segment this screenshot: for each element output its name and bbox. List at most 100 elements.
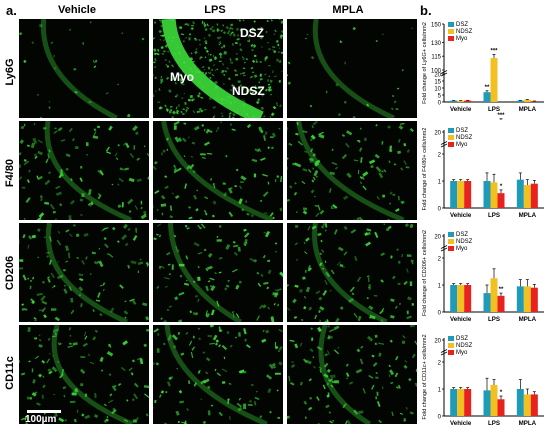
x-tick-label-mpla: MPLA [519,420,537,427]
bar-dsz-mpla [517,286,524,312]
bar-ndsz-lps [491,385,498,416]
x-tick-label-lps: LPS [488,420,500,427]
bar-dsz-mpla [517,180,524,208]
column-header-mpla: MPLA [283,4,413,16]
bar-dsz-vehicle [450,389,457,416]
micrograph-ly6g-mpla [287,19,417,118]
micrograph-cd206-lps [153,223,283,322]
legend-label-myo: Myo [456,350,468,356]
micrograph-f480-mpla [287,121,417,220]
bar-ndsz-vehicle [457,389,464,416]
y-tick-label: 15 [434,80,441,86]
legend-label-myo: Myo [456,142,468,148]
region-label-dsz: DSZ [240,26,264,40]
significance-marker: * [500,390,503,396]
micrograph-cd206-mpla [287,223,417,322]
legend-swatch-myo [448,142,454,147]
significance-marker: *** [490,48,498,54]
x-tick-label-vehicle: Vehicle [450,212,472,219]
micrograph-cd206-vehicle [19,223,149,322]
column-header-lps: LPS [150,4,280,16]
y-axis-label: Fold change of F4/80+ cells/mm2 [422,128,428,211]
micrograph-cd11c-mpla [287,325,417,424]
legend-swatch-myo [448,246,454,251]
bar-myo-lps [498,296,505,312]
row-label-f480: F4/80 [4,133,16,213]
significance-marker: ** [485,85,490,91]
y-tick-label: 10 [434,87,441,93]
bar-myo-lps [498,193,505,208]
legend-swatch-dsz [448,128,454,133]
bar-ndsz-mpla [524,394,531,416]
y-tick-label: 0 [438,101,442,107]
bar-dsz-lps [484,92,491,102]
y-tick-label: 2 [438,361,442,367]
scale-bar [27,410,61,413]
bar-myo-lps [498,399,505,416]
x-tick-label-mpla: MPLA [519,106,537,113]
y-tick-label: 115 [431,55,441,61]
row-label-ly6g: Ly6G [4,32,16,112]
significance-marker: * [500,184,503,190]
bar-ndsz-mpla [524,286,531,312]
y-tick-label: 1 [438,180,442,186]
legend-label-dsz: DSZ [456,232,468,238]
micrograph-ly6g-vehicle [19,19,149,118]
y-tick-label: 130 [431,41,442,47]
y-tick-label: 5 [438,94,442,100]
scale-bar-label: 100µm [25,414,56,425]
y-axis-label: Fold change of CD11c+ cells/mm2 [422,334,428,419]
x-tick-label-lps: LPS [488,316,500,323]
column-header-vehicle: Vehicle [12,4,142,16]
x-tick-label-mpla: MPLA [519,316,537,323]
bar-ndsz-lps [491,278,498,312]
y-tick-label: 2 [438,153,442,159]
micrograph-f480-vehicle [19,121,149,220]
bar-dsz-lps [484,181,491,208]
bar-ndsz-vehicle [457,181,464,208]
y-axis-label: Fold change of CD206+ cells/mm2 [422,230,428,316]
y-tick-label: 20 [434,131,441,137]
legend-label-ndsz: NDSZ [456,239,473,245]
y-tick-label: 150 [431,23,442,29]
x-tick-label-lps: LPS [488,212,500,219]
legend-swatch-ndsz [448,29,454,34]
x-tick-label-vehicle: Vehicle [450,106,472,113]
bar-ndsz-lps [491,182,498,208]
bar-ndsz-lps [491,58,498,102]
x-tick-label-vehicle: Vehicle [450,316,472,323]
x-tick-label-vehicle: Vehicle [450,420,472,427]
legend-label-dsz: DSZ [456,336,468,342]
legend-swatch-dsz [448,22,454,27]
legend-swatch-ndsz [448,239,454,244]
legend-swatch-ndsz [448,343,454,348]
bar-dsz-mpla [517,101,524,102]
bar-ndsz-vehicle [457,285,464,312]
legend-swatch-myo [448,36,454,41]
y-tick-label: 100 [431,69,442,75]
y-tick-label: 0 [438,207,442,213]
legend-label-dsz: DSZ [456,128,468,134]
legend-swatch-dsz [448,232,454,237]
chart-f480: 0 1 2 20 Fold change of F4/80+ cells/mm2 Vehi… [418,124,550,226]
legend-label-myo: Myo [456,246,468,252]
y-tick-label: 0 [438,415,442,421]
region-label-myo: Myo [170,70,194,84]
bar-dsz-lps [484,293,491,312]
y-tick-label: 20 [434,339,441,345]
row-label-cd206: CD206 [4,233,16,313]
legend-label-ndsz: NDSZ [456,29,473,35]
significance-marker: ** [499,287,504,293]
legend-label-myo: Myo [456,36,468,42]
bar-myo-vehicle [464,181,471,208]
legend-label-dsz: DSZ [456,22,468,28]
bar-myo-vehicle [464,285,471,312]
y-tick-label: 2 [438,257,442,263]
bar-ndsz-mpla [524,185,531,208]
micrograph-cd11c-lps [153,325,283,424]
legend-label-ndsz: NDSZ [456,135,473,141]
y-tick-label: 20 [434,235,441,241]
y-tick-label: 0 [438,311,442,317]
y-tick-label: 1 [438,284,442,290]
